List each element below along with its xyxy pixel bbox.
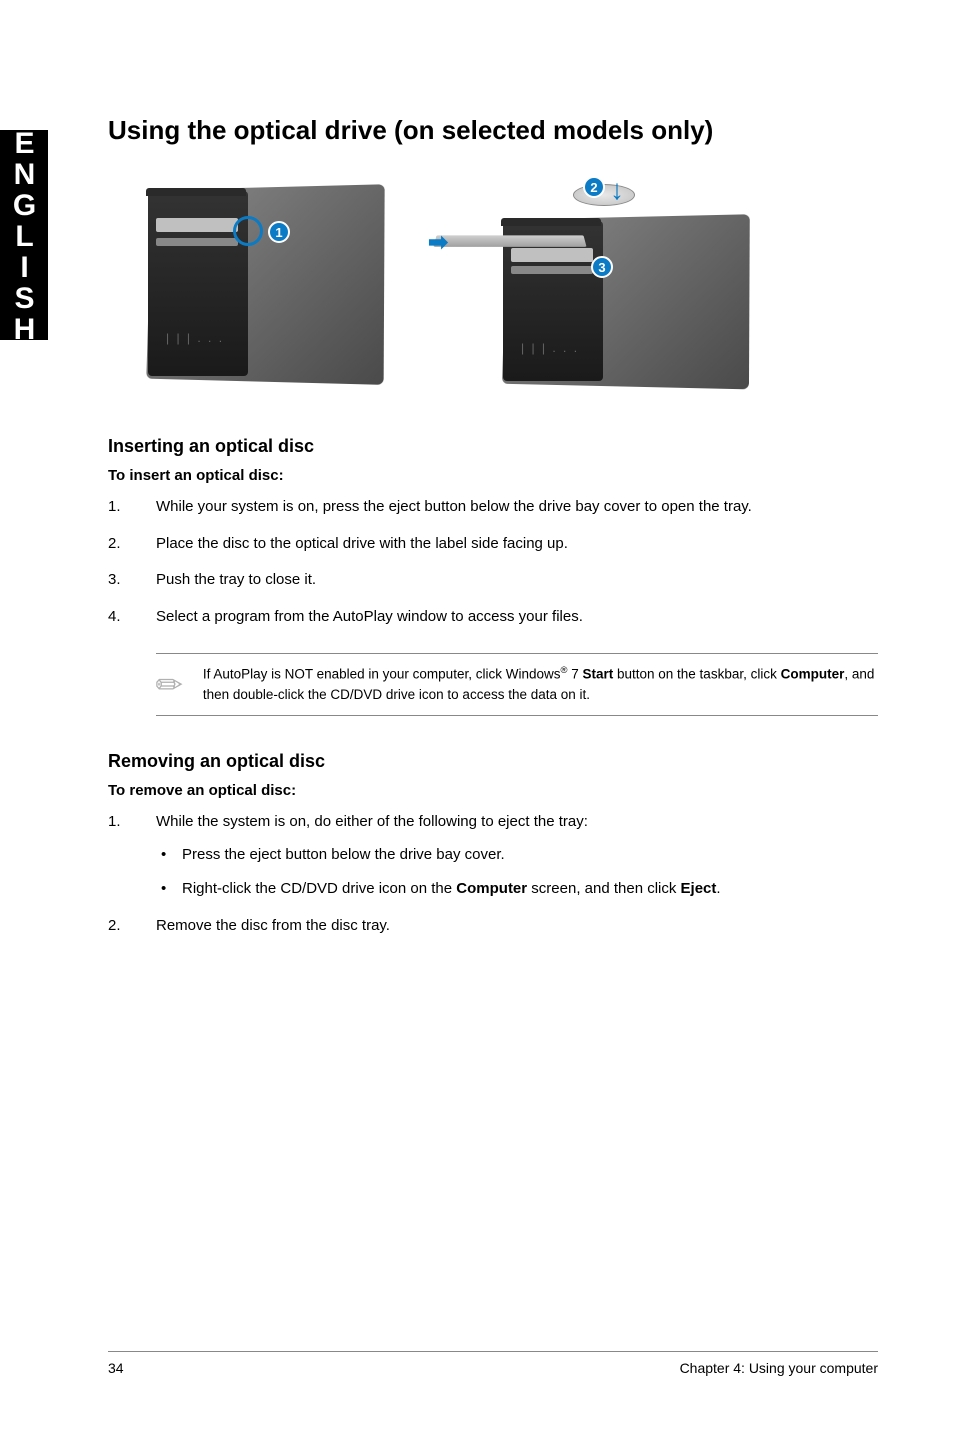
inserting-section: Inserting an optical disc To insert an o…	[108, 436, 878, 716]
tower-illustration-closed: | | | . . . 1	[108, 176, 428, 391]
remove-bullet-2: Right-click the CD/DVD drive icon on the…	[156, 878, 878, 901]
language-tab: ENGLISH	[0, 130, 48, 340]
remove-step-2: Remove the disc from the disc tray.	[108, 915, 878, 938]
callout-1: 1	[268, 221, 290, 243]
insert-step-3: Push the tray to close it.	[108, 569, 878, 592]
sub-heading-insert: To insert an optical disc:	[108, 467, 878, 484]
remove-step-1: While the system is on, do either of the…	[108, 811, 878, 901]
tower-illustration-open: | | | . . . 2 ↓ ➡ 3	[463, 176, 833, 391]
note-box: ✎ If AutoPlay is NOT enabled in your com…	[156, 653, 878, 716]
page-content: Using the optical drive (on selected mod…	[108, 115, 878, 951]
illustration-row: | | | . . . 1 | | | . . . 2 ↓ ➡ 3	[108, 176, 878, 391]
removing-section: Removing an optical disc To remove an op…	[108, 751, 878, 937]
insert-step-4: Select a program from the AutoPlay windo…	[108, 606, 878, 629]
pen-icon: ✎	[146, 662, 192, 708]
page-footer: 34 Chapter 4: Using your computer	[108, 1351, 878, 1376]
insert-step-2: Place the disc to the optical drive with…	[108, 533, 878, 556]
remove-bullets: Press the eject button below the drive b…	[156, 844, 878, 901]
remove-bullet-1: Press the eject button below the drive b…	[156, 844, 878, 867]
callout-3: 3	[591, 256, 613, 278]
insert-steps: While your system is on, press the eject…	[108, 496, 878, 628]
sub-heading-remove: To remove an optical disc:	[108, 782, 878, 799]
remove-steps: While the system is on, do either of the…	[108, 811, 878, 937]
callout-2: 2	[583, 176, 605, 198]
arrow-down-icon: ↓	[610, 174, 624, 206]
front-grille: | | | . . .	[521, 341, 579, 355]
note-text: If AutoPlay is NOT enabled in your compu…	[203, 664, 878, 705]
section-heading-removing: Removing an optical disc	[108, 751, 878, 772]
insert-step-1: While your system is on, press the eject…	[108, 496, 878, 519]
section-heading-inserting: Inserting an optical disc	[108, 436, 878, 457]
callout-ring-1	[233, 216, 263, 246]
arrow-right-icon: ➡	[428, 228, 448, 257]
page-title: Using the optical drive (on selected mod…	[108, 115, 878, 146]
front-grille: | | | . . .	[166, 331, 224, 345]
chapter-label: Chapter 4: Using your computer	[680, 1360, 878, 1376]
page-number: 34	[108, 1360, 124, 1376]
